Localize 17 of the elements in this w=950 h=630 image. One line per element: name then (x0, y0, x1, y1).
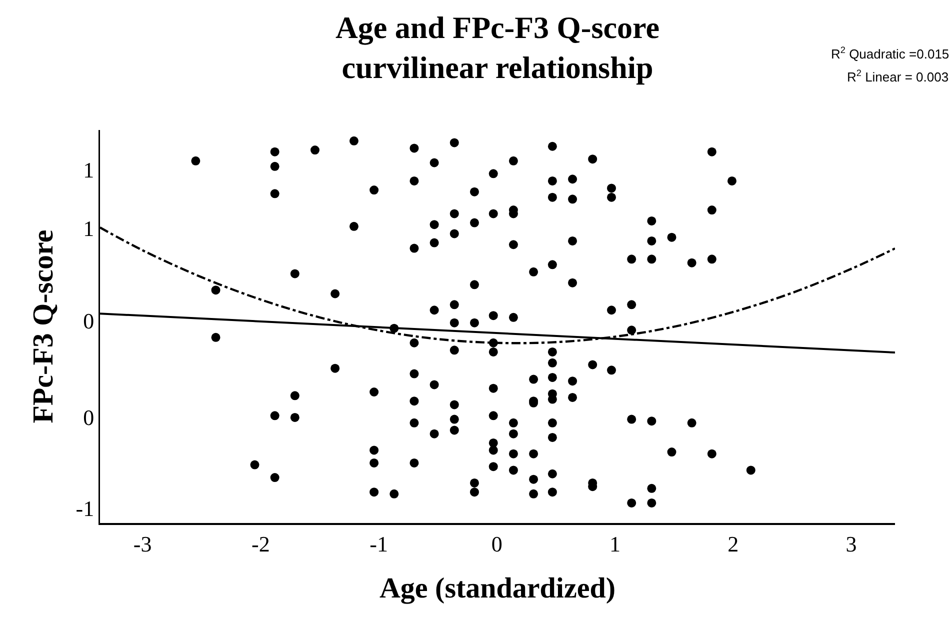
x-tick-label: 2 (728, 531, 739, 556)
y-tick-label: 0 (83, 405, 94, 430)
x-tick-label: -3 (133, 531, 152, 556)
y-axis-title: FPc-F3 Q-score (27, 230, 60, 424)
chart-title: Age and FPc-F3 Q-score curvilinear relationship (336, 10, 660, 86)
y-tick-label: -1 (76, 496, 94, 522)
x-tick-label: 1 (610, 531, 621, 556)
x-tick-label: -2 (251, 531, 270, 556)
text: R$^{2}$ Quadratic =0.015 (831, 45, 950, 62)
x-tick-label: -1 (370, 531, 388, 556)
x-tick-label: 0 (491, 531, 502, 556)
y-tick-label: 1 (83, 216, 94, 241)
x-tick-label: 3 (846, 531, 857, 556)
text: R$^{2}$ Linear = 0.003 (847, 68, 949, 84)
x-axis-title: Age (standardized) (379, 572, 616, 605)
y-tick-label: 0 (83, 308, 94, 334)
y-tick-label: 1 (83, 158, 94, 183)
